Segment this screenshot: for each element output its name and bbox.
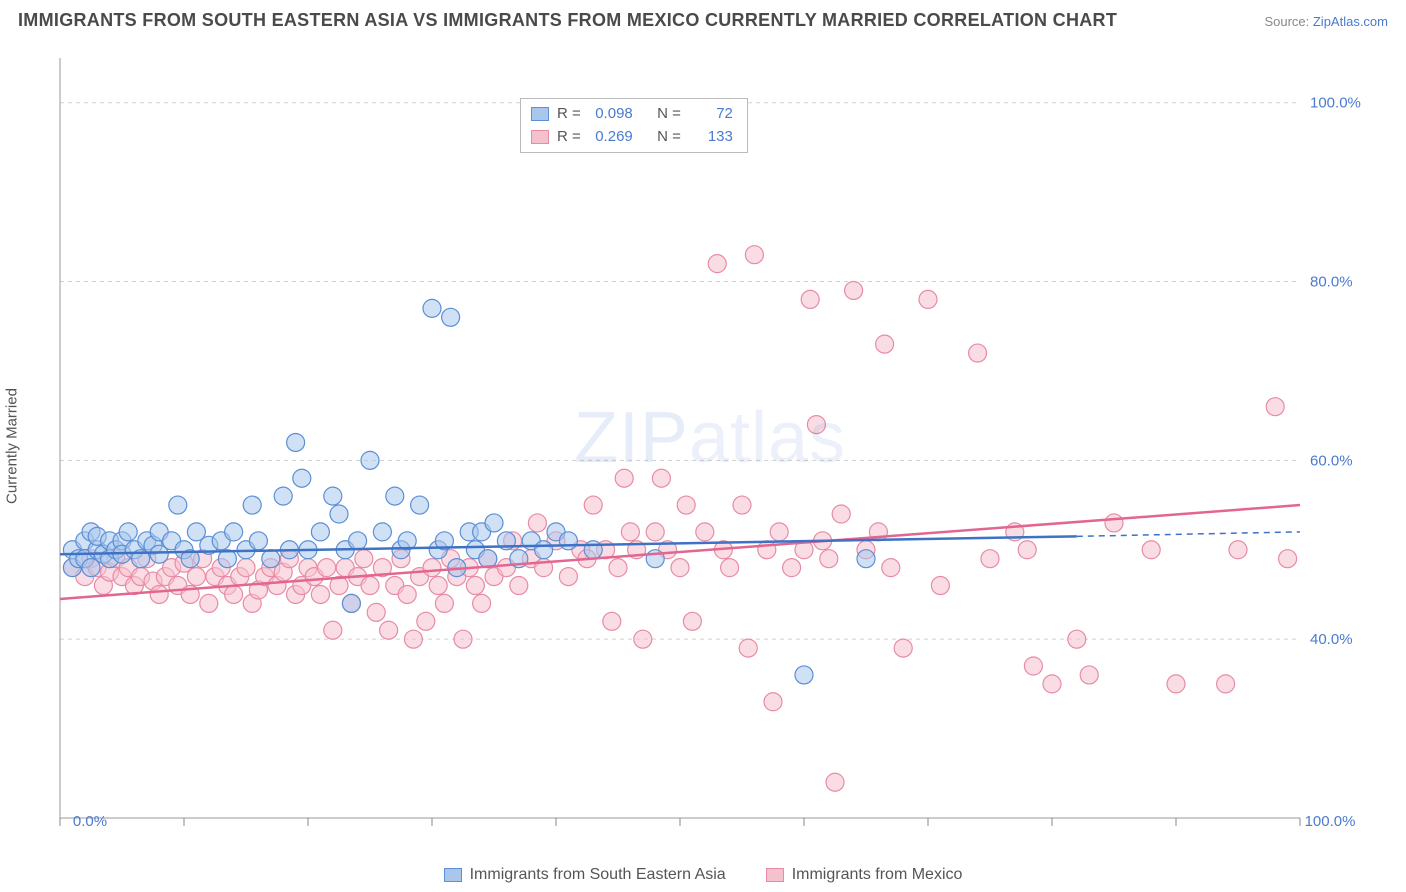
source-attribution: Source: ZipAtlas.com: [1264, 14, 1388, 29]
legend-label-mex: Immigrants from Mexico: [792, 866, 963, 884]
svg-text:100.0%: 100.0%: [1305, 813, 1356, 828]
r-value-mex: 0.269: [589, 126, 633, 149]
stats-legend: R = 0.098 N = 72 R = 0.269 N = 133: [520, 98, 748, 153]
svg-text:100.0%: 100.0%: [1310, 95, 1361, 112]
chart-title: IMMIGRANTS FROM SOUTH EASTERN ASIA VS IM…: [18, 10, 1117, 31]
legend-label-sea: Immigrants from South Eastern Asia: [470, 866, 726, 884]
n-value-sea: 72: [689, 103, 733, 126]
legend-item-mex: Immigrants from Mexico: [766, 866, 963, 884]
scatter-plot: 40.0% 60.0% 80.0% 100.0% 0.0% 100.0%: [50, 48, 1370, 828]
swatch-sea-icon: [444, 868, 462, 882]
y-axis-label: Currently Married: [4, 388, 21, 504]
svg-text:80.0%: 80.0%: [1310, 274, 1353, 291]
stats-row-mex: R = 0.269 N = 133: [531, 126, 733, 149]
swatch-sea: [531, 107, 549, 121]
swatch-mex: [531, 130, 549, 144]
n-value-mex: 133: [689, 126, 733, 149]
stats-row-sea: R = 0.098 N = 72: [531, 103, 733, 126]
svg-text:40.0%: 40.0%: [1310, 631, 1353, 648]
legend-item-sea: Immigrants from South Eastern Asia: [444, 866, 726, 884]
series-legend: Immigrants from South Eastern Asia Immig…: [0, 866, 1406, 884]
r-value-sea: 0.098: [589, 103, 633, 126]
svg-text:0.0%: 0.0%: [73, 813, 107, 828]
swatch-mex-icon: [766, 868, 784, 882]
source-link[interactable]: ZipAtlas.com: [1313, 14, 1388, 29]
svg-text:60.0%: 60.0%: [1310, 452, 1353, 469]
chart-area: 40.0%60.0%80.0%100.0%0.0%100.0% ZIPatlas…: [50, 48, 1370, 828]
